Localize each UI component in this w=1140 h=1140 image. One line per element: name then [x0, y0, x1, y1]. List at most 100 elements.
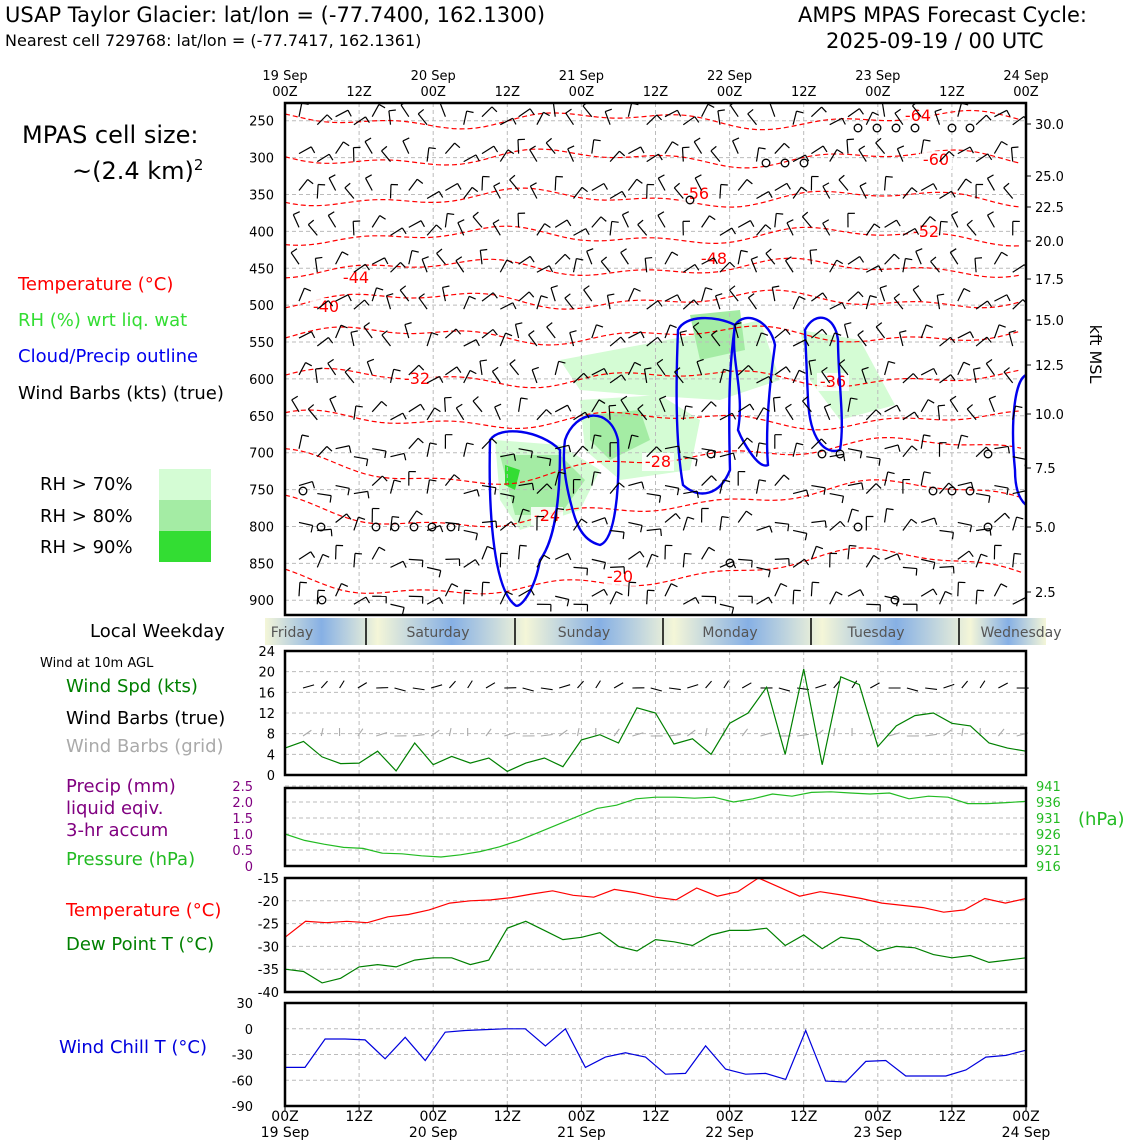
wind-barb — [455, 403, 465, 421]
true-barb — [485, 682, 496, 689]
wind-barb-staff — [620, 252, 629, 265]
bottom-date-0: 19 Sep — [261, 1125, 310, 1140]
wind-barb-staff — [966, 224, 977, 236]
wind-barb-flag — [679, 330, 687, 334]
wind-barb-flag — [923, 471, 931, 474]
grid-barb — [504, 732, 516, 737]
bottom-hour-9: 12Z — [938, 1109, 965, 1125]
wind-barb-flag — [330, 529, 333, 537]
wind-barb — [344, 182, 355, 199]
wind-barb-flag — [493, 182, 501, 187]
wind-barb — [609, 374, 627, 384]
wind-barb — [518, 544, 527, 560]
wind-barb — [352, 146, 361, 162]
wind-barb — [683, 596, 700, 605]
wind-barb-staff — [792, 489, 807, 495]
wind-barb-staff — [975, 553, 982, 568]
wind-barb — [509, 174, 520, 191]
wind-barb-flag — [417, 108, 425, 115]
wind-barb — [554, 507, 564, 523]
wind-barb-staff — [993, 583, 1002, 597]
wind-barb-staff — [755, 332, 762, 347]
wind-barb — [920, 588, 938, 597]
wind-barb-flag — [696, 358, 704, 363]
calm-circle-7 — [780, 158, 790, 168]
wind-barb — [1012, 220, 1020, 236]
wind-barb-flag — [393, 479, 402, 483]
calm-circle-22 — [983, 449, 993, 459]
wind-barb-staff — [811, 328, 823, 339]
wind-barb-flag — [603, 562, 607, 570]
wind-barb — [536, 603, 552, 612]
wind-barb — [792, 154, 810, 163]
wind-barb-staff — [811, 484, 826, 489]
wind-barb — [491, 366, 501, 384]
wind-barb — [957, 434, 969, 449]
wind-barb-flag — [428, 147, 436, 150]
wind-barb-staff — [902, 258, 906, 273]
wind-barb — [518, 291, 535, 302]
wind-barb — [682, 552, 692, 568]
wind-barb-staff — [729, 289, 739, 302]
bottom-hour-4: 00Z — [568, 1109, 595, 1125]
top-hour-10: 00Z — [1013, 85, 1039, 100]
wind-barb-staff — [552, 103, 556, 117]
wind-barb — [518, 588, 535, 597]
wind-barb-flag — [806, 489, 809, 498]
wind-barb — [811, 328, 828, 339]
wind-barb — [936, 293, 945, 310]
pressure-tick-9: 700 — [249, 447, 274, 462]
wind-barb — [902, 228, 920, 236]
wind-barb-staff — [884, 176, 887, 191]
wind-barb-flag — [310, 525, 314, 533]
wind-panel-frame — [283, 649, 1028, 777]
wind-barb — [554, 471, 566, 486]
kft-tick-8: 7.5 — [1035, 462, 1056, 477]
wind-barb-flag — [495, 521, 498, 529]
wind-barb — [591, 517, 608, 525]
wind-barb-staff — [569, 332, 575, 347]
wind-barb-flag — [393, 368, 401, 372]
calm-circle-6 — [761, 158, 771, 168]
wind-barb-flag — [420, 403, 425, 411]
wind-barb — [865, 111, 880, 125]
temp-label-bg-0 — [902, 107, 934, 125]
wind-barb-staff — [719, 261, 731, 273]
grid-barb — [320, 727, 324, 737]
wind-barb-flag — [905, 257, 913, 261]
wind-barb-flag — [328, 174, 336, 179]
wind-barb — [565, 108, 574, 126]
true-barb — [906, 687, 919, 692]
wind-barb-staff — [747, 113, 757, 126]
wind-barb — [865, 515, 874, 531]
wind-barb-staff — [445, 366, 458, 376]
wind-barb-staff — [646, 300, 659, 310]
pressure-unit-label: (hPa) — [1078, 809, 1125, 830]
wind-barb-staff — [792, 590, 795, 605]
wind-barb-flag — [546, 322, 553, 328]
wind-barb-flag — [416, 178, 424, 184]
wind-barb-flag — [723, 368, 731, 372]
pressure-line — [284, 791, 1027, 858]
wind-barb-staff — [682, 263, 696, 273]
wind-barb — [610, 529, 625, 540]
wind-barb-staff — [920, 367, 934, 376]
wind-barb — [421, 256, 429, 273]
wind-barb — [847, 544, 857, 560]
wind-barb-staff — [975, 300, 988, 310]
wind-barb-flag — [438, 191, 444, 198]
true-barb — [687, 684, 699, 689]
wind-barb — [939, 565, 955, 574]
wind-barb-flag — [929, 216, 936, 222]
wind-barb-staff — [737, 510, 747, 523]
wind-barb — [479, 359, 488, 376]
wind-barb-flag — [658, 153, 663, 161]
wind-barb-staff — [426, 442, 431, 457]
wind-barb — [298, 521, 314, 533]
wind-barb — [737, 220, 755, 228]
wind-barb-staff — [586, 251, 593, 265]
wind-barb-flag — [365, 174, 372, 179]
wind-spd-label: Wind Spd (kts) — [66, 676, 198, 697]
wind-barb — [481, 581, 490, 597]
wind-barb-staff — [858, 149, 867, 162]
